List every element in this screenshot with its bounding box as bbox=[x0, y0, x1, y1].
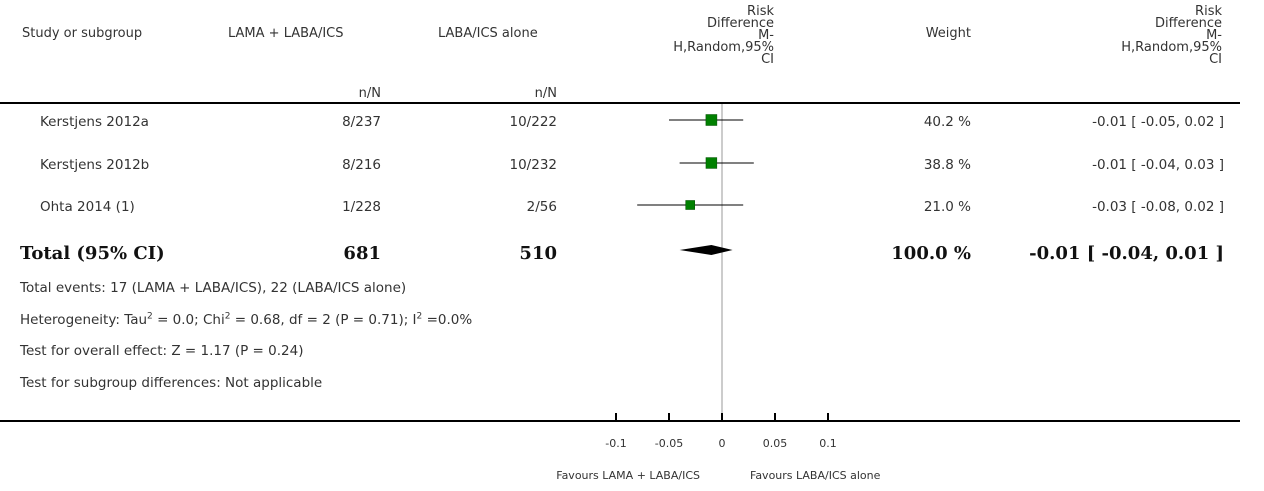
axis-tick-label: 0 bbox=[718, 437, 726, 450]
favours-left-label: Favours LAMA + LABA/ICS bbox=[556, 469, 700, 482]
header-nN2: n/N bbox=[534, 86, 557, 101]
row-study: Kerstjens 2012b bbox=[40, 157, 150, 173]
header-effect2-line-1: Risk bbox=[1195, 4, 1222, 19]
heterogeneity-text-d: =0.0% bbox=[422, 312, 473, 328]
header-weight: Weight bbox=[925, 26, 971, 41]
total-g2: 510 bbox=[519, 243, 557, 264]
superscript-2: 2 bbox=[224, 311, 231, 322]
header-effect-line-1: Risk bbox=[747, 4, 774, 19]
header-rule bbox=[0, 102, 1240, 104]
heterogeneity-note: Heterogeneity: Tau2 = 0.0; Chi2 = 0.68, … bbox=[20, 312, 472, 328]
total-weight: 100.0 % bbox=[891, 243, 971, 264]
row-g2: 10/232 bbox=[509, 157, 558, 173]
row-weight: 21.0 % bbox=[923, 199, 971, 215]
header-effect2-line-2: Difference bbox=[1154, 16, 1222, 31]
total-ci: -0.01 [ -0.04, 0.01 ] bbox=[1029, 243, 1224, 264]
header-effect: Risk Difference M- H,Random,95% CI bbox=[634, 4, 774, 67]
superscript-2: 2 bbox=[416, 311, 423, 322]
total-events-note: Total events: 17 (LAMA + LABA/ICS), 22 (… bbox=[20, 280, 407, 296]
study-marker bbox=[685, 200, 695, 210]
header-effect2-line-5: CI bbox=[1209, 52, 1222, 67]
header-nN1: n/N bbox=[358, 86, 381, 101]
heterogeneity-text-c: = 0.68, df = 2 (P = 0.71); I bbox=[230, 312, 417, 328]
header-study: Study or subgroup bbox=[22, 26, 143, 41]
header-effect2-line-3: M- bbox=[1206, 28, 1222, 43]
row-study: Kerstjens 2012a bbox=[40, 114, 149, 130]
header-effect2: Risk Difference M- H,Random,95% CI bbox=[1082, 4, 1222, 67]
row-g1: 8/237 bbox=[342, 114, 381, 130]
overall-effect-note: Test for overall effect: Z = 1.17 (P = 0… bbox=[20, 343, 304, 359]
axis-tick-label: 0.1 bbox=[819, 437, 837, 450]
header-effect-line-3: M- bbox=[758, 28, 774, 43]
header-group1: LAMA + LABA/ICS bbox=[228, 26, 344, 41]
header-group2: LABA/ICS alone bbox=[438, 26, 538, 41]
header-effect-line-2: Difference bbox=[706, 16, 774, 31]
row-weight: 40.2 % bbox=[923, 114, 971, 130]
favours-right-label: Favours LABA/ICS alone bbox=[750, 469, 881, 482]
axis-tick-label: -0.1 bbox=[605, 437, 627, 450]
header-effect-line-4: H,Random,95% bbox=[673, 40, 774, 55]
heterogeneity-text-b: = 0.0; Chi bbox=[152, 312, 225, 328]
study-marker bbox=[705, 157, 718, 169]
subgroup-note: Test for subgroup differences: Not appli… bbox=[20, 375, 323, 391]
row-study: Ohta 2014 (1) bbox=[40, 199, 135, 215]
row-g1: 8/216 bbox=[342, 157, 381, 173]
superscript-2: 2 bbox=[147, 311, 153, 322]
heterogeneity-text-a: Heterogeneity: Tau bbox=[20, 312, 148, 328]
study-marker bbox=[705, 114, 718, 126]
pooled-diamond bbox=[679, 245, 733, 255]
row-g2: 2/56 bbox=[526, 199, 557, 215]
row-ci: -0.01 [ -0.04, 0.03 ] bbox=[1092, 157, 1224, 173]
row-g1: 1/228 bbox=[342, 199, 381, 215]
row-g2: 10/222 bbox=[509, 114, 558, 130]
header-effect2-line-4: H,Random,95% bbox=[1121, 40, 1222, 55]
row-weight: 38.8 % bbox=[923, 157, 971, 173]
bottom-rule bbox=[0, 420, 1240, 422]
total-label: Total (95% CI) bbox=[20, 243, 165, 264]
row-ci: -0.01 [ -0.05, 0.02 ] bbox=[1092, 114, 1224, 130]
total-g1: 681 bbox=[343, 243, 381, 264]
axis-tick-label: -0.05 bbox=[654, 437, 684, 450]
axis-tick-label: 0.05 bbox=[762, 437, 788, 450]
row-ci: -0.03 [ -0.08, 0.02 ] bbox=[1092, 199, 1224, 215]
header-effect-line-5: CI bbox=[761, 52, 774, 67]
